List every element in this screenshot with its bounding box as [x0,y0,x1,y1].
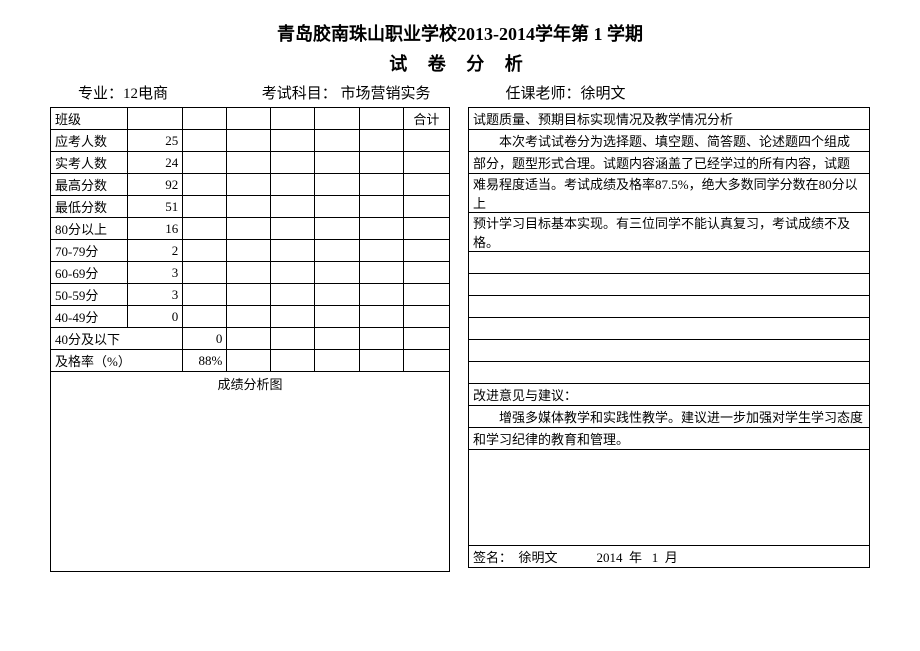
stat-value: 2 [128,240,183,262]
stat-label: 及格率（%） [51,350,183,372]
stats-table: 班级 合计 应考人数25实考人数24最高分数92最低分数5180分以上1670-… [50,107,450,572]
heji-label: 合计 [403,108,449,130]
meta-row: 专业：12电商 考试科目： 市场营销实务 任课老师：徐明文 [50,82,870,103]
table-row: 40-49分0 [51,306,450,328]
section2-line: 和学习纪律的教育和管理。 [469,428,870,450]
date-year: 2014 [597,550,623,565]
stat-label: 40分及以下 [51,328,183,350]
table-header-row: 班级 合计 [51,108,450,130]
section1-line: 预计学习目标基本实现。有三位同学不能认真复习，考试成绩不及格。 [469,213,870,252]
section1-line [469,296,870,318]
stat-value: 88% [183,350,227,372]
signature-name: 徐明文 [519,550,558,565]
chart-row: 成绩分析图 [51,372,450,572]
teacher-value: 徐明文 [581,82,626,103]
subject-value: 市场营销实务 [341,82,431,103]
table-row: 实考人数24 [51,152,450,174]
table-row: 及格率（%）88% [51,350,450,372]
stat-value: 3 [128,284,183,306]
signature-label: 签名： [473,550,512,565]
stat-label: 80分以上 [51,218,128,240]
table-row: 40分及以下0 [51,328,450,350]
class-label: 班级 [51,108,128,130]
stat-label: 50-59分 [51,284,128,306]
date-year-unit: 年 [629,550,642,565]
stat-label: 70-79分 [51,240,128,262]
table-row: 最高分数92 [51,174,450,196]
major-value: 12电商 [123,82,168,103]
section1-line [469,362,870,384]
stat-label: 应考人数 [51,130,128,152]
page-title-line1: 青岛胶南珠山职业学校2013-2014学年第 1 学期 [50,20,870,46]
table-row: 60-69分3 [51,262,450,284]
table-row: 最低分数51 [51,196,450,218]
table-row: 应考人数25 [51,130,450,152]
section1-line: 本次考试试卷分为选择题、填空题、简答题、论述题四个组成 [469,130,870,152]
section1-line: 部分，题型形式合理。试题内容涵盖了已经学过的所有内容，试题 [469,152,870,174]
date-month: 1 [652,550,659,565]
stat-label: 实考人数 [51,152,128,174]
stat-label: 最高分数 [51,174,128,196]
table-row: 80分以上16 [51,218,450,240]
teacher-label: 任课老师： [506,82,581,103]
section1-line [469,252,870,274]
chart-label: 成绩分析图 [51,372,450,572]
stat-value: 25 [128,130,183,152]
section1-line: 难易程度适当。考试成绩及格率87.5%，绝大多数同学分数在80分以上 [469,174,870,213]
stat-label: 最低分数 [51,196,128,218]
page-title-line2: 试 卷 分 析 [50,50,870,76]
stat-value: 0 [183,328,227,350]
section1-line [469,318,870,340]
stat-value: 24 [128,152,183,174]
table-row: 70-79分2 [51,240,450,262]
subject-label: 考试科目： [262,82,337,103]
stat-value: 0 [128,306,183,328]
signature-row: 签名： 徐明文 2014 年 1 月 [469,546,870,568]
table-row: 50-59分3 [51,284,450,306]
section1-line [469,340,870,362]
section1-line [469,274,870,296]
major-label: 专业： [78,82,123,103]
stat-value: 16 [128,218,183,240]
stat-label: 60-69分 [51,262,128,284]
section2-title: 改进意见与建议： [469,384,870,406]
analysis-table: 试题质量、预期目标实现情况及教学情况分析 本次考试试卷分为选择题、填空题、简答题… [468,107,870,568]
stat-value: 3 [128,262,183,284]
section1-title: 试题质量、预期目标实现情况及教学情况分析 [469,108,870,130]
stat-value: 51 [128,196,183,218]
blank-area [469,450,870,546]
stat-value: 92 [128,174,183,196]
section2-line: 增强多媒体教学和实践性教学。建议进一步加强对学生学习态度 [469,406,870,428]
date-month-unit: 月 [665,550,678,565]
stat-label: 40-49分 [51,306,128,328]
